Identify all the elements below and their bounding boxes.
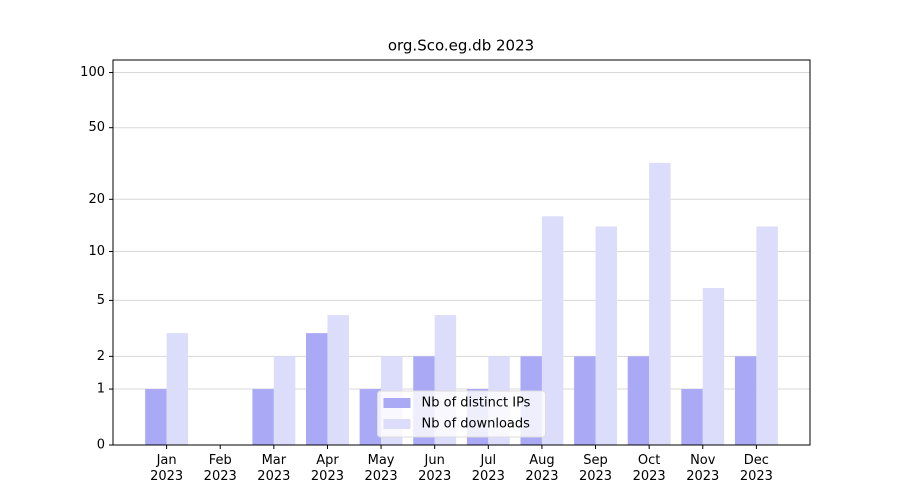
bar bbox=[541, 216, 564, 445]
bar bbox=[756, 226, 778, 445]
bar bbox=[273, 356, 296, 445]
bar bbox=[145, 389, 167, 445]
legend-label: Nb of distinct IPs bbox=[422, 396, 531, 411]
y-tick-label: 20 bbox=[88, 192, 105, 207]
legend-label: Nb of downloads bbox=[422, 417, 531, 432]
x-tick-label: Jan 2023 bbox=[150, 453, 184, 484]
legend-swatch bbox=[383, 419, 411, 429]
legend-box bbox=[377, 390, 546, 438]
x-tick-label: Dec 2023 bbox=[739, 453, 773, 484]
chart-title: org.Sco.eg.db 2023 bbox=[388, 37, 534, 55]
bar bbox=[649, 162, 671, 445]
x-tick-label: Oct 2023 bbox=[632, 453, 666, 484]
y-tick-label: 2 bbox=[97, 349, 105, 364]
bar bbox=[359, 389, 382, 445]
y-tick-label: 5 bbox=[97, 293, 105, 308]
bar bbox=[627, 356, 650, 445]
x-tick-label: May 2023 bbox=[364, 453, 398, 484]
x-tick-label: Nov 2023 bbox=[686, 453, 720, 484]
x-tick-label: Feb 2023 bbox=[203, 453, 237, 484]
y-tick-label: 10 bbox=[88, 244, 105, 259]
y-tick-label: 50 bbox=[88, 120, 105, 135]
bar bbox=[252, 389, 274, 445]
x-tick-label: Apr 2023 bbox=[310, 453, 344, 484]
plot-frame bbox=[112, 59, 811, 446]
x-tick-label: Jul 2023 bbox=[471, 453, 505, 484]
x-tick-label: Aug 2023 bbox=[525, 453, 559, 484]
y-tick-label: 1 bbox=[97, 382, 105, 397]
bar bbox=[166, 333, 189, 445]
bar bbox=[595, 226, 617, 445]
x-tick-label: Sep 2023 bbox=[578, 453, 613, 484]
legend: Nb of distinct IPs Nb of downloads bbox=[377, 390, 546, 438]
bar bbox=[327, 315, 349, 445]
y-tick-label: 0 bbox=[97, 438, 105, 453]
bar bbox=[734, 356, 757, 445]
bar bbox=[681, 389, 703, 445]
y-tick-label: 100 bbox=[80, 65, 105, 80]
bar bbox=[702, 287, 725, 445]
bar bbox=[574, 356, 596, 445]
x-tick-label: Jun 2023 bbox=[418, 453, 452, 484]
legend-swatch bbox=[383, 398, 411, 408]
x-tick-label: Mar 2023 bbox=[257, 453, 291, 484]
bar bbox=[306, 333, 328, 445]
